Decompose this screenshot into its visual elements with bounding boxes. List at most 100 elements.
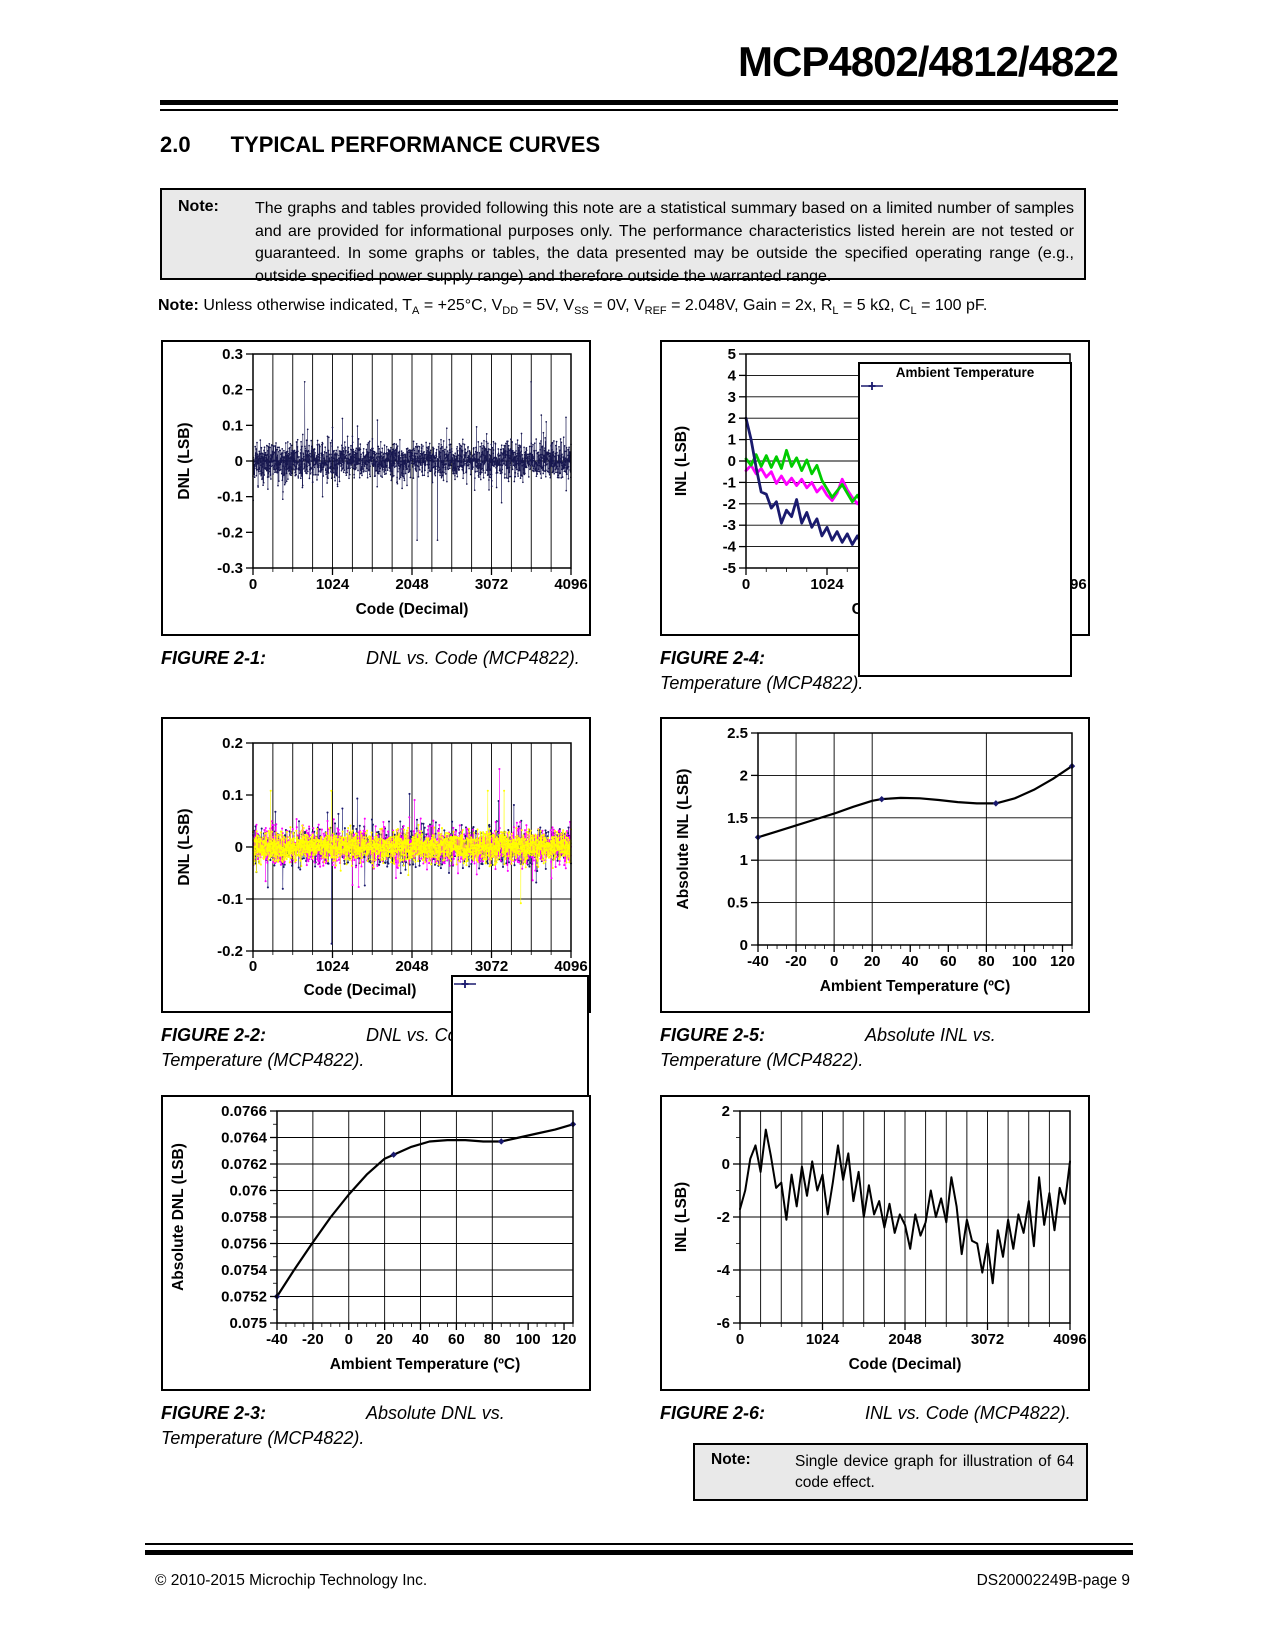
- figure-2-4: 01024204830724096543210-1-2-3-4-5Code (D…: [660, 340, 1092, 696]
- svg-text:-0.1: -0.1: [217, 489, 243, 506]
- svg-text:-2: -2: [723, 496, 736, 513]
- y-axis-label: INL (LSB): [673, 426, 690, 496]
- svg-text:0.0756: 0.0756: [221, 1236, 267, 1253]
- bottom-note-text: Single device graph for illustration of …: [795, 1453, 1074, 1491]
- svg-text:60: 60: [448, 1331, 465, 1348]
- section-title: TYPICAL PERFORMANCE CURVES: [230, 132, 601, 157]
- figure-2-5: -40 -20 0 20 40 60 80 100 120 2.5 2 1.5 1 0.5 0 Ambient…: [660, 717, 1092, 1073]
- conditions-text: = +25°C, V: [419, 297, 503, 314]
- svg-text:5: 5: [728, 346, 736, 363]
- svg-text:-0.2: -0.2: [217, 943, 243, 960]
- figure-2-3: -40 -20 0 20 40 60 80 100 120 0.0766 0.0764 0.0762 0…: [161, 1095, 593, 1451]
- svg-text:0.0766: 0.0766: [221, 1103, 267, 1120]
- svg-text:0.2: 0.2: [222, 735, 243, 752]
- plus-marker-icon: [454, 980, 476, 988]
- conditions-sub: L: [832, 305, 839, 318]
- y-axis-label: INL (LSB): [673, 1182, 690, 1252]
- svg-text:3072: 3072: [475, 576, 508, 593]
- svg-text:-0.1: -0.1: [217, 891, 243, 908]
- conditions-text: = 100 pF.: [916, 297, 988, 314]
- svg-text:80: 80: [978, 953, 995, 970]
- svg-text:0: 0: [740, 937, 748, 954]
- figure-label: FIGURE 2-5:: [660, 1025, 766, 1045]
- svg-text:-3: -3: [723, 517, 736, 534]
- svg-text:0: 0: [249, 576, 257, 593]
- y-axis-label: DNL (LSB): [176, 422, 193, 499]
- figure-2-2: 0 1024 2048 3072 4096 0.2 0.1 0 -0.1 -0.2 Code (De…: [161, 717, 934, 1275]
- svg-text:0: 0: [722, 1156, 730, 1173]
- svg-text:1: 1: [728, 432, 736, 449]
- figure-caption-text: Absolute INL vs.: [865, 1025, 996, 1045]
- svg-text:0.0752: 0.0752: [221, 1289, 267, 1306]
- figure-2-2-frame: 0 1024 2048 3072 4096 0.2 0.1 0 -0.1 -0.2 Code (De…: [161, 717, 934, 1275]
- header-rule-thick: [160, 100, 1118, 105]
- svg-text:-4: -4: [717, 1262, 731, 1279]
- conditions-sub: A: [412, 305, 420, 318]
- svg-text:0: 0: [235, 839, 243, 856]
- svg-text:0: 0: [736, 1331, 744, 1348]
- svg-text:0.2: 0.2: [222, 382, 243, 399]
- svg-text:80: 80: [484, 1331, 501, 1348]
- svg-text:0.076: 0.076: [229, 1183, 267, 1200]
- chart-absolute-dnl-vs-temperature: -40 -20 0 20 40 60 80 100 120 0.0766 0.0764 0.0762 0…: [170, 1103, 577, 1373]
- svg-text:40: 40: [902, 953, 919, 970]
- svg-text:0.0758: 0.0758: [221, 1209, 267, 1226]
- svg-text:1024: 1024: [316, 576, 350, 593]
- x-axis-label: Code (Decimal): [304, 982, 417, 999]
- bottom-note-label: Note:: [711, 1451, 751, 1468]
- figure-2-3-caption: FIGURE 2-3: Absolute DNL vs. Temperature (…: [161, 1401, 593, 1451]
- figure-2-3-frame: -40 -20 0 20 40 60 80 100 120 0.0766 0.0764 0.0762 0…: [161, 1095, 591, 1391]
- figure-caption-text2: Temperature (MCP4822).: [161, 1428, 365, 1448]
- figure-2-1-caption: FIGURE 2-1: DNL vs. Code (MCP4822).: [161, 646, 593, 671]
- svg-text:120: 120: [552, 1331, 577, 1348]
- svg-text:0: 0: [235, 453, 243, 470]
- svg-text:100: 100: [1012, 953, 1037, 970]
- svg-text:0.0764: 0.0764: [221, 1130, 268, 1147]
- svg-text:0: 0: [830, 953, 838, 970]
- figure-2-6-frame: 0 1024 2048 3072 4096 2 0 -2 -4 -6 Code (Decimal) I…: [660, 1095, 1090, 1391]
- svg-text:20: 20: [864, 953, 881, 970]
- svg-text:-20: -20: [302, 1331, 324, 1348]
- legend-title: Ambient Temperature: [895, 365, 1035, 380]
- svg-text:60: 60: [940, 953, 957, 970]
- legend-entry-125C: 125C: [860, 381, 1275, 673]
- figure-caption-text2: Temperature (MCP4822).: [660, 673, 864, 693]
- svg-text:-20: -20: [785, 953, 807, 970]
- svg-text:1: 1: [740, 852, 748, 869]
- page-title: MCP4802/4812/4822: [738, 38, 1119, 85]
- figure-caption-text2: Temperature (MCP4822).: [660, 1050, 864, 1070]
- figure-label: FIGURE 2-6:: [660, 1403, 766, 1423]
- svg-text:3: 3: [728, 389, 736, 406]
- conditions-sub: SS: [574, 305, 589, 318]
- chart-inl-vs-code: 0 1024 2048 3072 4096 2 0 -2 -4 -6 Code (Decimal) I…: [673, 1103, 1087, 1373]
- svg-text:2048: 2048: [888, 1331, 921, 1348]
- x-axis-label: Code (Decimal): [356, 601, 469, 618]
- figure-2-6-caption: FIGURE 2-6: INL vs. Code (MCP4822).: [660, 1401, 1092, 1426]
- svg-text:-4: -4: [723, 539, 737, 556]
- conditions-sub: L: [910, 305, 917, 318]
- figure-caption-text2: Temperature (MCP4822).: [161, 1050, 365, 1070]
- plus-marker-icon: [861, 382, 883, 390]
- svg-text:0: 0: [728, 453, 736, 470]
- conditions-label: Note:: [158, 297, 199, 314]
- section-number: 2.0: [160, 132, 191, 157]
- svg-text:0.5: 0.5: [727, 895, 748, 912]
- conditions-text: Unless otherwise indicated, T: [198, 297, 413, 314]
- svg-text:4: 4: [728, 367, 737, 384]
- svg-text:2: 2: [728, 410, 736, 427]
- svg-text:1024: 1024: [806, 1331, 840, 1348]
- legend-ambient-temperature: Ambient Temperature125C8525: [858, 362, 1072, 677]
- svg-text:2048: 2048: [395, 958, 428, 975]
- conditions-text: = 0V, V: [588, 297, 645, 314]
- y-axis-label: Absolute DNL (LSB): [170, 1143, 187, 1291]
- svg-text:100: 100: [516, 1331, 541, 1348]
- footer-rule-thin: [145, 1543, 1133, 1545]
- svg-text:2.5: 2.5: [727, 725, 748, 742]
- svg-text:1.5: 1.5: [727, 810, 748, 827]
- conditions-sub: DD: [502, 305, 519, 318]
- footer-doc-number: DS20002249B-page 9: [976, 1572, 1130, 1589]
- svg-text:0.1: 0.1: [222, 787, 243, 804]
- y-axis-label: Absolute INL (LSB): [675, 769, 692, 910]
- x-axis-label: Code (Decimal): [849, 1356, 962, 1373]
- chart-dnl-vs-code: 0 1024 2048 3072 4096 0.3 0.2 0.1 0 -0.1 -0.2 -0.3 C…: [176, 346, 588, 618]
